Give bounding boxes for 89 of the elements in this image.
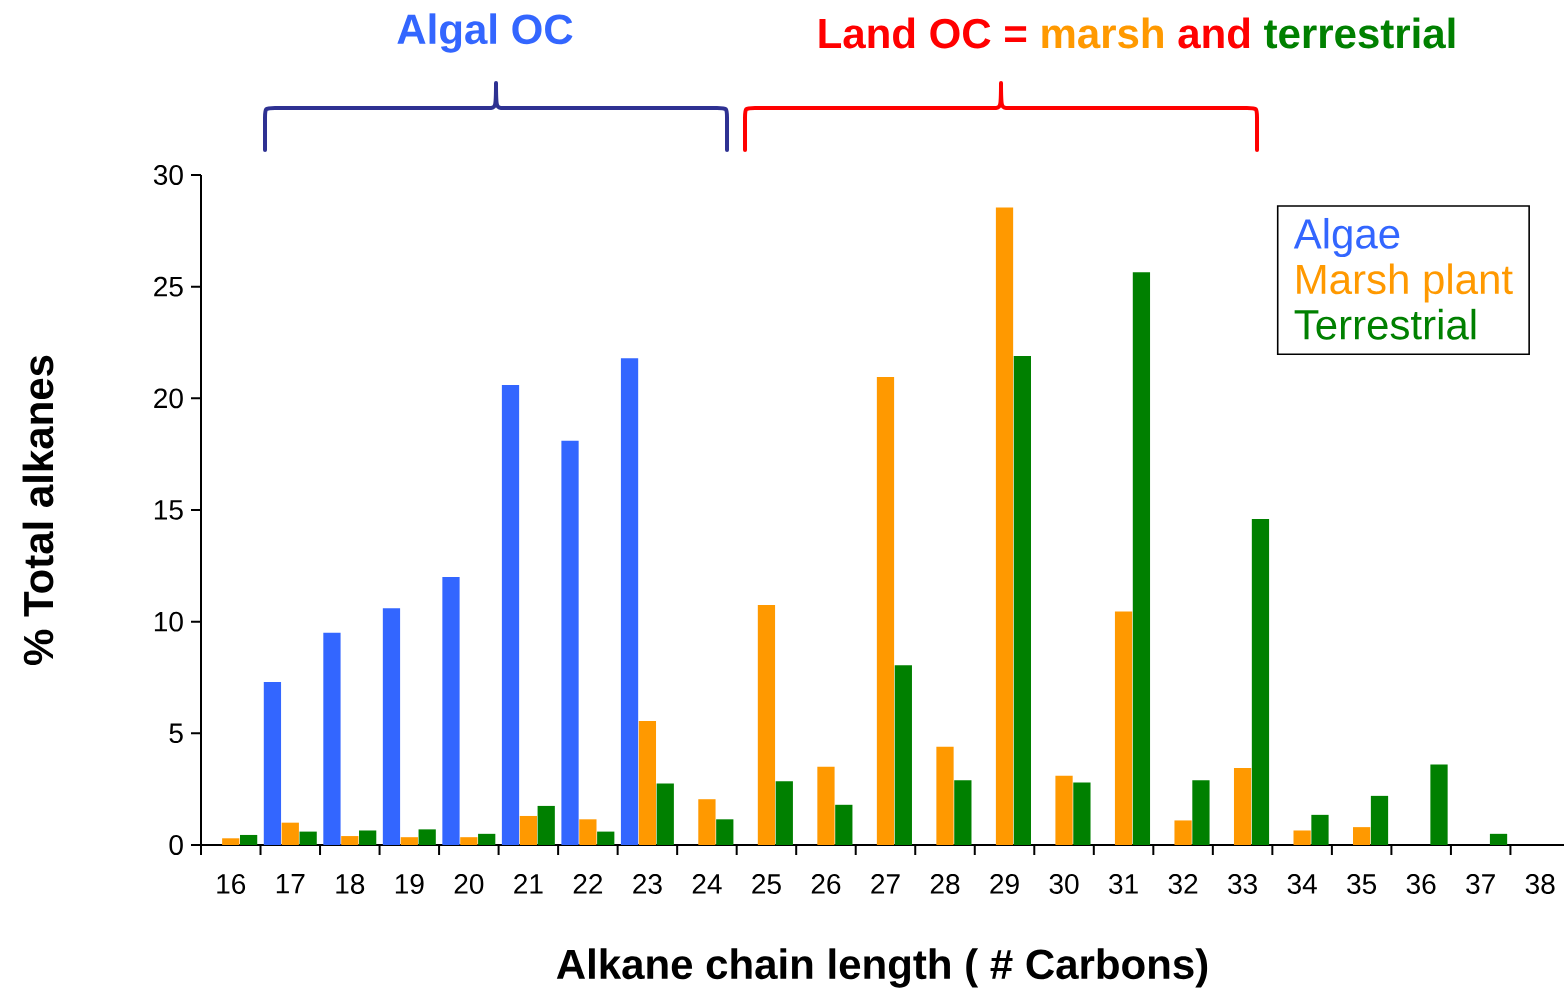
bar: [835, 804, 853, 845]
x-tick-label: 23: [633, 874, 662, 894]
x-tick-label: 18: [336, 874, 365, 894]
x-tick-label: 38: [1525, 874, 1555, 894]
bar: [281, 822, 299, 845]
x-tick-label: 32: [1168, 874, 1198, 894]
bar: [698, 799, 716, 845]
bar: [382, 608, 401, 845]
bar: [775, 781, 793, 845]
bar: [716, 819, 734, 845]
x-tick-label: 30: [1049, 874, 1079, 894]
bar: [1233, 767, 1252, 845]
bar: [597, 831, 615, 845]
bar: [995, 207, 1014, 845]
text: terrestrial: [1264, 17, 1455, 49]
x-tick-label: 36: [1406, 874, 1436, 894]
y-tick-label: 15: [154, 500, 183, 520]
bar: [1174, 820, 1192, 845]
bar: [1073, 782, 1091, 845]
bar: [299, 831, 317, 845]
bar: [1489, 833, 1508, 845]
bar: [757, 604, 776, 845]
x-tick-label: 27: [871, 874, 900, 894]
y-tick-label: 25: [154, 276, 183, 297]
bar: [817, 766, 835, 845]
bar: [656, 783, 674, 845]
bar: [1114, 611, 1133, 845]
bar: [876, 377, 895, 845]
bar: [501, 384, 520, 845]
y-tick-label: 20: [154, 388, 183, 409]
bar: [1013, 355, 1031, 845]
bar: [460, 837, 478, 845]
x-tick-label: 19: [395, 874, 424, 894]
x-tick-label: 33: [1228, 874, 1257, 894]
bar: [620, 358, 639, 845]
bar: [239, 834, 258, 845]
bar: [400, 837, 418, 845]
bar: [1353, 827, 1371, 845]
x-tick-label: 29: [990, 874, 1019, 894]
y-tick-label: 30: [153, 165, 183, 185]
bar: [1192, 780, 1210, 845]
bar: [323, 632, 341, 845]
bar: [579, 819, 597, 845]
bar: [1311, 814, 1329, 845]
x-axis-title: Alkane chain length ( # Carbons): [556, 948, 1208, 988]
text: Land OC =: [819, 17, 1027, 49]
bar: [519, 815, 537, 845]
bar: [1251, 518, 1270, 845]
y-tick-label: 0: [169, 835, 183, 855]
x-tick-label: 35: [1347, 874, 1377, 894]
text: Algae: [1293, 217, 1400, 258]
text: Algal OC: [397, 13, 573, 53]
y-tick-label: 10: [154, 611, 183, 632]
bar: [263, 681, 282, 845]
bar: [341, 836, 359, 845]
x-tick-label: 16: [217, 874, 246, 894]
x-tick-label: 37: [1466, 874, 1495, 894]
bar: [537, 805, 555, 845]
x-tick-label: 17: [276, 874, 305, 894]
bar: [638, 721, 657, 845]
bar: [1430, 764, 1448, 845]
x-tick-label: 31: [1109, 874, 1138, 894]
text: Terrestrial: [1294, 308, 1476, 340]
bar: [359, 830, 377, 845]
bar: [1132, 272, 1151, 845]
x-tick-label: 21: [514, 874, 543, 894]
x-tick-label: 28: [930, 874, 960, 894]
bar: [894, 665, 912, 845]
bar: [1370, 795, 1389, 845]
x-tick-label: 20: [454, 874, 484, 894]
bar: [222, 838, 240, 845]
bar: [1055, 775, 1073, 845]
text: marsh: [1042, 17, 1163, 49]
bar: [1293, 830, 1311, 845]
bar: [418, 829, 436, 845]
y-tick-label: 5: [169, 723, 183, 744]
bar: [936, 746, 954, 845]
text: Marsh plant: [1297, 263, 1513, 303]
bar: [442, 577, 460, 845]
x-tick-label: 22: [573, 874, 603, 894]
x-tick-label: 24: [692, 874, 722, 894]
x-tick-label: 25: [752, 874, 781, 894]
bar: [954, 780, 972, 845]
text: and: [1178, 17, 1250, 49]
x-tick-label: 26: [811, 874, 841, 894]
bar: [478, 833, 496, 845]
y-axis-title: % Total alkanes: [22, 355, 54, 665]
bar: [561, 440, 579, 845]
x-tick-label: 34: [1287, 874, 1317, 894]
